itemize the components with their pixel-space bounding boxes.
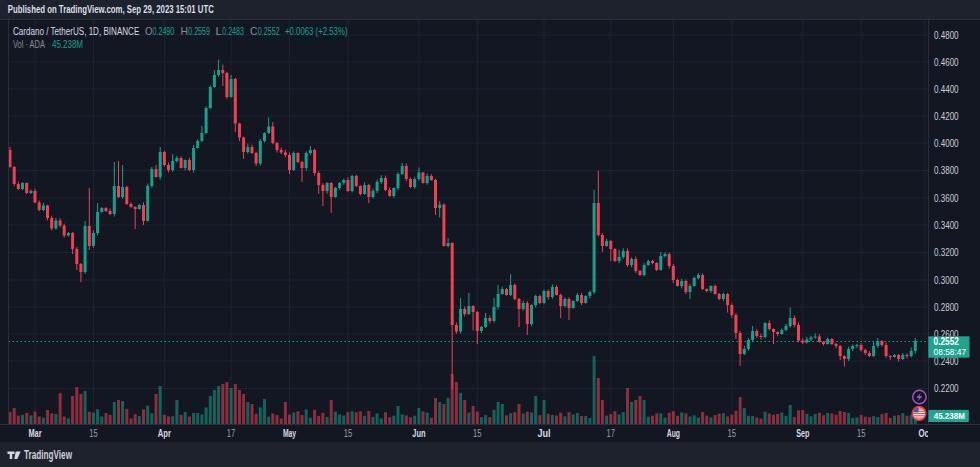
svg-text:15: 15 xyxy=(344,428,353,439)
svg-text:0.2552: 0.2552 xyxy=(258,25,280,37)
svg-text:0.4200: 0.4200 xyxy=(934,111,959,122)
svg-text:0.4000: 0.4000 xyxy=(934,138,959,149)
svg-text:0.4600: 0.4600 xyxy=(934,57,959,68)
svg-text:+0.0063 (+2.53%): +0.0063 (+2.53%) xyxy=(285,25,348,37)
svg-text:Mar: Mar xyxy=(28,428,41,439)
svg-text:Cardano / TetherUS, 1D, BINANC: Cardano / TetherUS, 1D, BINANCE xyxy=(13,25,139,37)
svg-text:0.3000: 0.3000 xyxy=(934,275,959,286)
svg-text:0.2200: 0.2200 xyxy=(934,383,959,394)
svg-text:0.2490: 0.2490 xyxy=(153,25,175,37)
svg-text:L: L xyxy=(215,25,222,37)
svg-text:C: C xyxy=(250,25,258,37)
svg-text:0.3400: 0.3400 xyxy=(934,220,959,231)
svg-text:17: 17 xyxy=(227,428,236,439)
svg-text:O: O xyxy=(145,25,153,37)
svg-text:TradingView: TradingView xyxy=(24,448,72,462)
svg-text:0.3200: 0.3200 xyxy=(934,247,959,258)
svg-text:08:58:47: 08:58:47 xyxy=(934,347,967,357)
svg-text:0.2559: 0.2559 xyxy=(188,25,210,37)
svg-text:Published on TradingView.com,: Published on TradingView.com, Sep 29, 20… xyxy=(8,3,214,15)
svg-text:17: 17 xyxy=(607,428,616,439)
svg-text:Jun: Jun xyxy=(412,428,425,439)
svg-text:Jul: Jul xyxy=(537,428,550,439)
svg-text:Vol · ADA: Vol · ADA xyxy=(13,38,45,50)
svg-text:15: 15 xyxy=(89,428,98,439)
svg-text:H: H xyxy=(180,25,188,37)
svg-text:45.238M: 45.238M xyxy=(934,410,965,421)
svg-text:15: 15 xyxy=(857,428,866,439)
svg-text:0.2483: 0.2483 xyxy=(222,25,244,37)
svg-text:0.4800: 0.4800 xyxy=(934,30,959,41)
svg-text:May: May xyxy=(283,428,296,439)
svg-text:Aug: Aug xyxy=(667,428,680,439)
svg-text:0.4400: 0.4400 xyxy=(934,84,959,95)
svg-text:0.3800: 0.3800 xyxy=(934,165,959,176)
svg-text:15: 15 xyxy=(728,428,737,439)
svg-text:45.238M: 45.238M xyxy=(52,38,83,50)
svg-text:0.2800: 0.2800 xyxy=(934,302,959,313)
svg-text:Sep: Sep xyxy=(796,428,809,439)
svg-text:0.3600: 0.3600 xyxy=(934,193,959,204)
svg-text:0.2552: 0.2552 xyxy=(934,336,960,347)
svg-text:Apr: Apr xyxy=(158,428,171,439)
svg-text:15: 15 xyxy=(473,428,482,439)
